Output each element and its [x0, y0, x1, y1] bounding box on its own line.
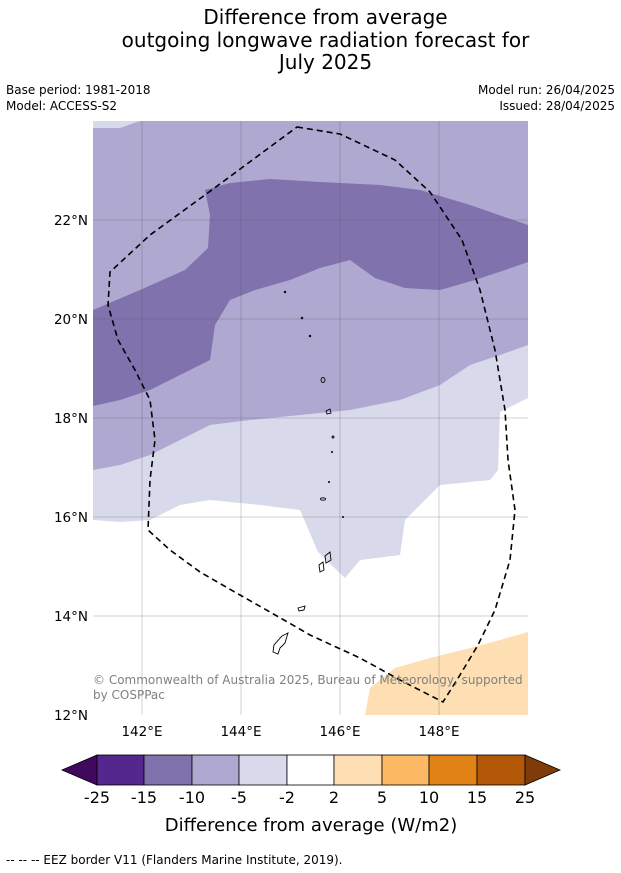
colorbar-seg-4	[238, 754, 288, 786]
colorbar-seg-8	[428, 754, 478, 786]
cbar-tick-10: 25	[515, 788, 535, 807]
colorbar	[60, 754, 562, 786]
island-saipan	[324, 551, 332, 564]
lat-label-18: 18°N	[54, 411, 88, 427]
colorbar-extend-high	[524, 754, 562, 786]
cbar-tick-1: -25	[84, 788, 110, 807]
cbar-tick-5: -2	[279, 788, 295, 807]
island-tinian	[318, 561, 325, 573]
colorbar-seg-9	[476, 754, 526, 786]
cbar-tick-4: -5	[231, 788, 247, 807]
island-anatahan	[320, 497, 326, 501]
model-run: Model run: 26/04/2025	[477, 83, 615, 97]
cbar-tick-6: 2	[329, 788, 339, 807]
meta-right: Model run: 26/04/2025 Issued: 28/04/2025	[478, 82, 615, 114]
lat-label-22: 22°N	[54, 213, 88, 229]
colorbar-seg-1	[96, 754, 145, 786]
eez-border	[107, 126, 516, 704]
lat-label-12: 12°N	[54, 708, 88, 724]
lon-label-144: 144°E	[220, 724, 261, 740]
island-guguan	[330, 450, 334, 454]
island-alamagan	[331, 435, 335, 439]
band-plus2-plus5	[365, 632, 528, 715]
colorbar-seg-3	[191, 754, 240, 786]
colorbar-extend-low	[60, 754, 98, 786]
island-maug	[300, 316, 304, 320]
chart-title: Difference from average outgoing longwav…	[0, 6, 621, 74]
island-rota	[297, 605, 306, 612]
map-area	[93, 121, 528, 715]
lon-label-142: 142°E	[121, 724, 162, 740]
band-top-corner	[93, 121, 140, 128]
credit-line-1: © Commonwealth of Australia 2025, Bureau…	[93, 673, 523, 687]
band-minus15-minus10	[93, 179, 528, 406]
island-pagan	[325, 408, 332, 415]
colorbar-seg-5	[286, 754, 335, 786]
lat-label-20: 20°N	[54, 312, 88, 328]
cbar-tick-7: 5	[377, 788, 387, 807]
lon-label-146: 146°E	[319, 724, 360, 740]
cbar-tick-2: -15	[131, 788, 157, 807]
island-agrihan	[320, 377, 326, 383]
colorbar-seg-7	[381, 754, 430, 786]
colorbar-title: Difference from average (W/m2)	[165, 815, 457, 836]
gridlines	[93, 121, 528, 715]
lat-label-14: 14°N	[54, 609, 88, 625]
title-line-1: Difference from average	[203, 5, 448, 29]
issued-date: Issued: 28/04/2025	[499, 99, 615, 113]
island-sarigan	[327, 480, 331, 484]
colorbar-ticks: -25 -15 -10 -5 -2 2 5 10 15 25	[84, 788, 535, 807]
island-asuncion	[308, 334, 312, 338]
title-line-3: July 2025	[278, 50, 373, 74]
cbar-tick-8: 10	[419, 788, 439, 807]
credit-line-2: by COSPPac	[93, 688, 165, 702]
meta-left: Base period: 1981-2018 Model: ACCESS-S2	[6, 82, 151, 114]
cbar-tick-9: 15	[467, 788, 487, 807]
lon-label-148: 148°E	[418, 724, 459, 740]
colorbar-seg-2	[143, 754, 193, 786]
lat-label-16: 16°N	[54, 510, 88, 526]
lon-axis: 142°E 144°E 146°E 148°E	[121, 724, 459, 740]
island-fdm	[341, 515, 345, 519]
island-farallon	[283, 290, 287, 294]
colorbar-seg-6	[333, 754, 383, 786]
cbar-tick-3: -10	[179, 788, 205, 807]
island-guam	[272, 632, 289, 655]
title-line-2: outgoing longwave radiation forecast for	[121, 27, 530, 52]
lat-axis: 22°N 20°N 18°N 16°N 14°N 12°N	[54, 213, 88, 724]
base-period: Base period: 1981-2018	[6, 83, 151, 97]
model-name: Model: ACCESS-S2	[6, 99, 118, 113]
islands	[272, 290, 345, 655]
eez-legend-note: -- -- -- EEZ border V11 (Flanders Marine…	[6, 853, 343, 867]
